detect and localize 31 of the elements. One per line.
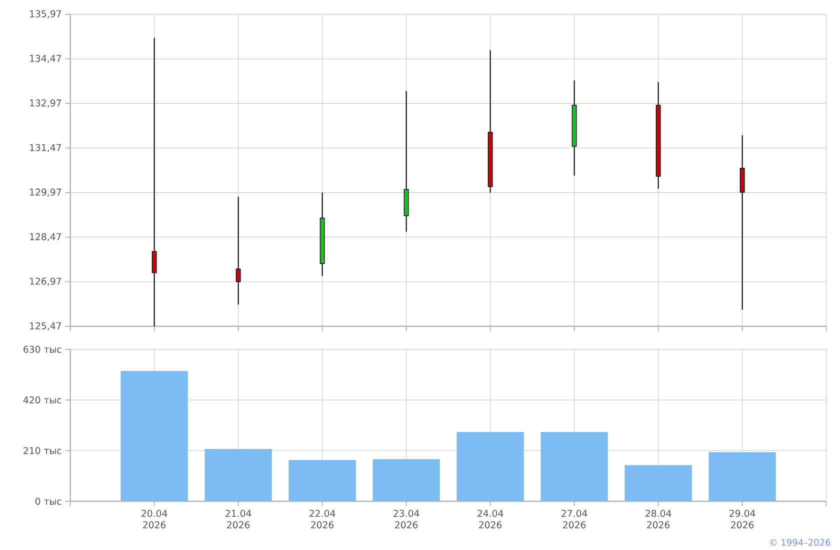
y-tick-label: 135,97 xyxy=(30,10,61,18)
y-tick-label: 131,47 xyxy=(30,144,61,152)
x-tick-label: 23.04 2026 xyxy=(394,510,420,528)
y-tick-label: 210 тыс xyxy=(24,447,62,454)
y-tick-label: 132,97 xyxy=(30,99,61,108)
y-tick-label: 0 тыс xyxy=(35,498,62,505)
x-tick-label: 24.04 2026 xyxy=(478,510,504,528)
x-tick-label: 21.04 2026 xyxy=(226,510,252,528)
y-tick-label: 126,97 xyxy=(30,278,61,286)
x-tick-label: 27.04 2026 xyxy=(562,510,588,528)
y-tick-label: 129,97 xyxy=(30,188,61,197)
x-tick-label: 22.04 2026 xyxy=(310,510,336,528)
bar xyxy=(540,432,608,502)
y-tick-label: 134,47 xyxy=(30,54,61,63)
candlestick xyxy=(152,37,157,327)
bar xyxy=(456,432,524,502)
y-tick-label: 420 тыс xyxy=(23,396,62,404)
bar xyxy=(204,448,272,502)
y-tick-label: 128,47 xyxy=(30,233,61,242)
text: © 1994–2026 xyxy=(770,539,830,546)
x-tick-label: 28.04 2026 xyxy=(646,510,672,528)
x-tick-label: 29.04 2026 xyxy=(730,510,756,528)
bar xyxy=(120,371,188,502)
bar xyxy=(708,452,776,502)
bar xyxy=(372,459,440,502)
y-tick-label: 125,47 xyxy=(30,322,61,330)
bar xyxy=(624,465,692,502)
bar xyxy=(288,460,356,502)
candlestick xyxy=(236,196,241,306)
x-tick-label: 20.04 2026 xyxy=(142,510,168,528)
y-tick-label: 630 тыс xyxy=(24,346,62,353)
